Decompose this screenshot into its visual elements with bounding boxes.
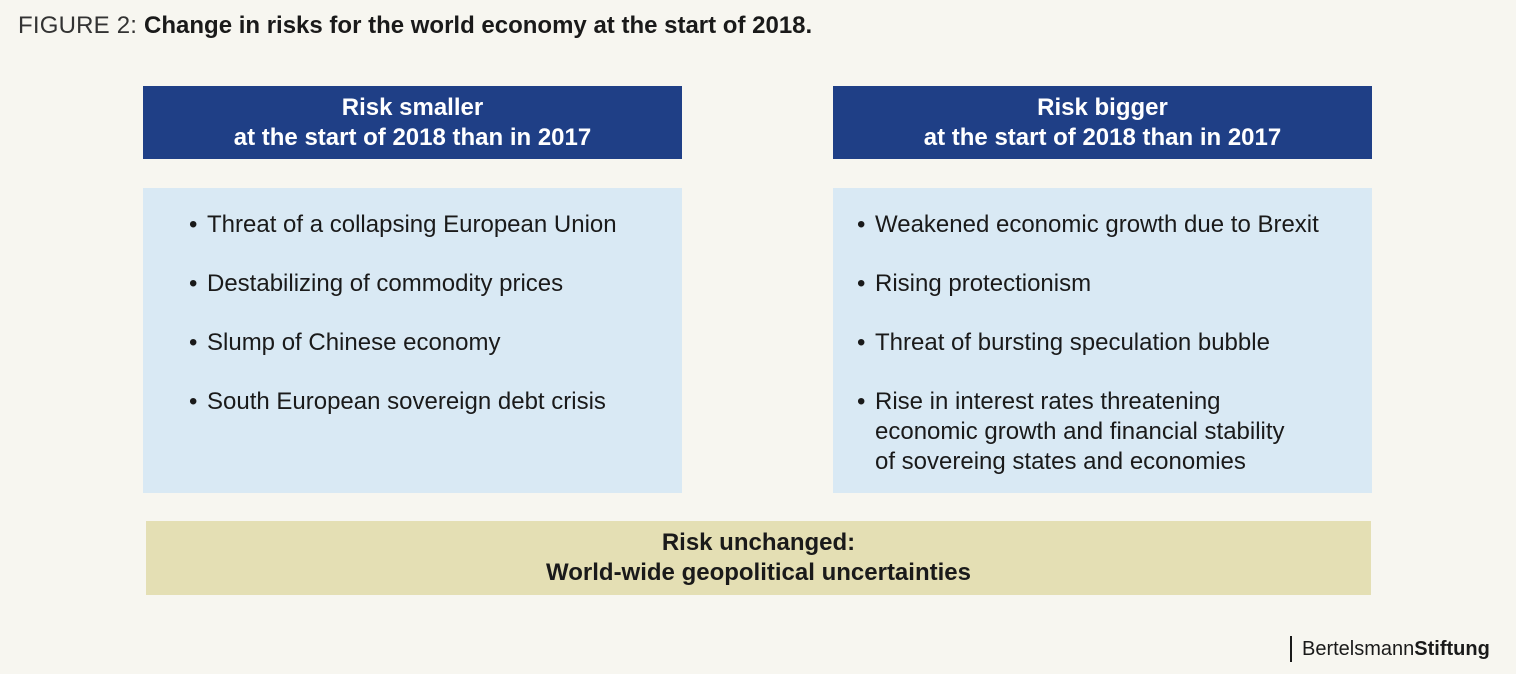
list-item: Weakened economic growth due to Brexit bbox=[857, 210, 1372, 240]
risk-smaller-header: Risk smaller at the start of 2018 than i… bbox=[143, 86, 682, 159]
risk-smaller-list: Threat of a collapsing European Union De… bbox=[143, 188, 682, 493]
risk-unchanged-text: World-wide geopolitical uncertainties bbox=[546, 559, 971, 586]
list-item: Threat of bursting speculation bubble bbox=[857, 328, 1372, 358]
bertelsmann-stiftung-logo: BertelsmannStiftung bbox=[1290, 636, 1490, 662]
logo-part-1: Bertelsmann bbox=[1302, 638, 1415, 660]
risk-bigger-title: Risk bigger bbox=[1037, 93, 1168, 121]
risk-bigger-list: Weakened economic growth due to Brexit R… bbox=[833, 188, 1372, 493]
list-item: South European sovereign debt crisis bbox=[189, 387, 682, 417]
list-item: Slump of Chinese economy bbox=[189, 328, 682, 358]
risk-bigger-subtitle: at the start of 2018 than in 2017 bbox=[923, 123, 1282, 151]
figure-label: FIGURE 2: bbox=[18, 12, 145, 39]
figure-title-text: Change in risks for the world economy at… bbox=[144, 12, 813, 39]
list-item-multiline: Rise in interest rates threatening econo… bbox=[857, 387, 1372, 477]
risk-bigger-header: Risk bigger at the start of 2018 than in… bbox=[833, 86, 1372, 159]
risk-smaller-title: Risk smaller bbox=[341, 93, 484, 121]
list-item: Destabilizing of commodity prices bbox=[189, 269, 682, 299]
figure-title: FIGURE 2: Change in risks for the world … bbox=[18, 10, 812, 42]
risk-unchanged-box: Risk unchanged: World-wide geopolitical … bbox=[146, 521, 1371, 595]
list-item-line: Rise in interest rates threatening bbox=[875, 388, 1221, 415]
list-item-line: economic growth and financial stability bbox=[875, 418, 1285, 445]
list-item: Rising protectionism bbox=[857, 269, 1372, 299]
logo-part-2: Stiftung bbox=[1414, 638, 1490, 660]
risk-unchanged-title: Risk unchanged: bbox=[661, 529, 856, 556]
list-item-line: of sovereing states and economies bbox=[875, 448, 1246, 475]
list-item: Threat of a collapsing European Union bbox=[189, 210, 682, 240]
risk-smaller-subtitle: at the start of 2018 than in 2017 bbox=[233, 123, 592, 151]
